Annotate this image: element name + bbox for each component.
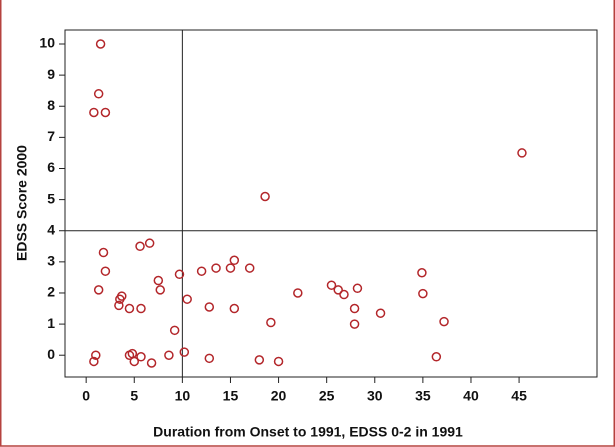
x-tick-label: 20 <box>271 388 287 404</box>
y-axis-label: EDSS Score 2000 <box>14 145 30 261</box>
x-tick-label: 25 <box>319 388 335 404</box>
point <box>89 356 99 367</box>
point <box>146 358 157 368</box>
point <box>349 319 360 329</box>
y-tick-label: 0 <box>47 346 55 362</box>
y-tick-label: 9 <box>47 66 55 82</box>
y-tick-label: 4 <box>47 221 55 237</box>
point <box>229 255 240 266</box>
point <box>95 39 106 49</box>
point <box>93 89 104 99</box>
y-tick-label: 7 <box>47 128 55 144</box>
point <box>229 303 240 314</box>
y-tick-label: 2 <box>47 284 55 300</box>
point <box>196 266 207 276</box>
y-tick-label: 6 <box>47 159 55 175</box>
point <box>418 288 428 299</box>
point <box>273 356 284 367</box>
point <box>333 285 343 295</box>
point <box>439 316 449 327</box>
point <box>153 275 164 286</box>
point <box>431 352 442 362</box>
point <box>517 148 527 158</box>
point <box>136 352 146 362</box>
y-tick-label: 3 <box>47 253 55 269</box>
point <box>182 294 192 304</box>
point <box>91 350 101 360</box>
x-axis-label: Duration from Onset to 1991, EDSS 0-2 in… <box>153 424 463 440</box>
point <box>260 191 270 202</box>
y-tick-label: 8 <box>47 97 55 113</box>
point <box>100 266 111 276</box>
point <box>155 285 165 295</box>
point <box>169 325 180 336</box>
x-tick-label: 5 <box>130 388 138 404</box>
point <box>339 289 349 300</box>
point <box>98 247 109 258</box>
point <box>293 288 303 298</box>
y-tick-label: 5 <box>47 190 55 206</box>
y-tick-label: 10 <box>39 35 55 51</box>
point <box>164 350 174 360</box>
point <box>326 280 337 290</box>
point <box>352 283 363 294</box>
point <box>179 347 190 357</box>
point <box>244 263 255 273</box>
point <box>254 355 265 365</box>
point <box>124 303 135 314</box>
point <box>204 353 215 364</box>
x-tick-label: 15 <box>223 388 239 404</box>
point <box>114 300 124 311</box>
point <box>100 107 111 118</box>
point <box>117 291 127 301</box>
x-tick-label: 30 <box>367 388 383 404</box>
point <box>349 303 360 314</box>
x-tick-label: 0 <box>82 388 90 404</box>
point <box>136 303 146 314</box>
plot-area <box>64 29 598 378</box>
x-tick-label: 40 <box>463 388 479 404</box>
y-tick-label: 1 <box>47 315 55 331</box>
point <box>204 302 215 312</box>
x-tick-label: 45 <box>511 388 527 404</box>
point <box>266 317 276 328</box>
point <box>174 269 185 280</box>
point <box>144 238 155 248</box>
x-tick-label: 35 <box>415 388 431 404</box>
point <box>135 241 145 252</box>
point <box>93 285 104 295</box>
x-tick-label: 10 <box>175 388 191 404</box>
point <box>89 107 99 118</box>
point <box>129 356 140 367</box>
point <box>225 263 236 273</box>
point <box>211 263 221 273</box>
point <box>375 308 386 318</box>
point <box>417 267 427 278</box>
